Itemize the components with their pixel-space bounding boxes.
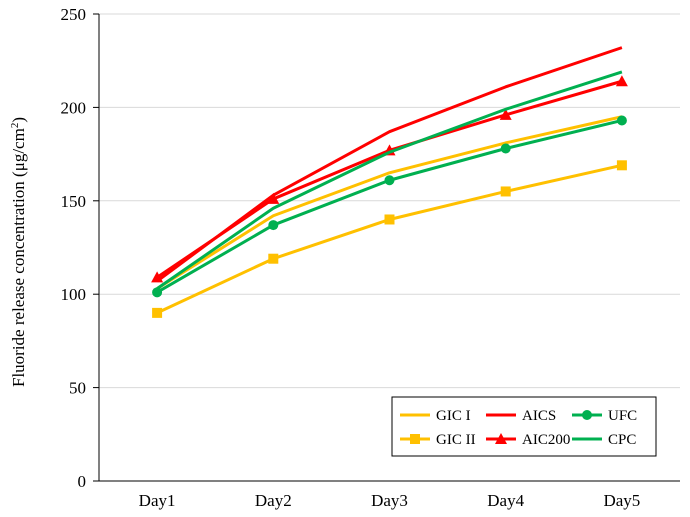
y-tick-label: 250	[61, 5, 87, 24]
y-tick-label: 200	[61, 98, 87, 117]
y-tick-label: 100	[61, 285, 87, 304]
legend-marker-aic200	[495, 433, 507, 444]
x-tick-labels: Day1 Day2 Day3 Day4 Day5	[139, 491, 641, 510]
y-tick-label: 0	[78, 472, 87, 491]
data-point-ufc	[616, 115, 627, 126]
data-point-gic-ii	[500, 186, 511, 197]
data-point-ufc	[268, 220, 279, 231]
series-gic-ii	[152, 160, 627, 318]
series-line-gic-i	[156, 115, 623, 290]
data-point-ufc	[384, 175, 395, 186]
legend-item-cpc: CPC	[572, 432, 636, 448]
legend-label-ufc: UFC	[608, 408, 637, 424]
legend-marker-ufc	[582, 410, 592, 420]
legend-item-gic-i: GIC I	[400, 408, 471, 424]
x-tick-label: Day3	[371, 491, 408, 510]
y-axis-label: Fluoride release concentration (μg/cm2)	[9, 117, 28, 387]
legend-item-gic-ii: GIC II	[400, 432, 476, 448]
legend-label-gic-i: GIC I	[436, 408, 471, 424]
y-tick-label: 150	[61, 192, 87, 211]
legend-label-cpc: CPC	[608, 432, 636, 448]
data-point-gic-ii	[384, 214, 395, 225]
data-point-gic-ii	[268, 253, 279, 264]
grid-lines	[99, 13, 680, 389]
series-group	[151, 46, 628, 318]
data-point-ufc	[152, 287, 163, 298]
series-gic-i	[156, 115, 623, 290]
series-cpc	[156, 70, 623, 290]
x-tick-label: Day2	[255, 491, 292, 510]
legend: GIC I AICS UFC GIC II AIC200 CPC	[391, 396, 657, 457]
legend-item-aic200: AIC200	[486, 432, 570, 448]
data-point-aic200	[615, 75, 628, 87]
x-tick-label: Day5	[603, 491, 640, 510]
axes	[93, 13, 680, 482]
data-point-aic200	[267, 192, 280, 204]
x-tick-label: Day4	[487, 491, 524, 510]
data-point-gic-ii	[616, 160, 627, 171]
data-point-aic200	[499, 108, 512, 120]
data-point-ufc	[500, 143, 511, 154]
data-point-aic200	[151, 271, 164, 283]
legend-box	[391, 396, 657, 457]
y-tick-label: 50	[69, 379, 86, 398]
y-tick-labels: 0 50 100 150 200 250	[61, 5, 87, 491]
legend-label-aic200: AIC200	[522, 432, 570, 448]
legend-item-ufc: UFC	[572, 408, 637, 424]
series-ufc	[152, 115, 627, 298]
legend-item-aics: AICS	[486, 408, 556, 424]
legend-label-aics: AICS	[522, 408, 556, 424]
x-tick-label: Day1	[139, 491, 176, 510]
legend-marker-gic-ii	[410, 434, 420, 444]
series-line-cpc	[156, 70, 623, 290]
data-point-gic-ii	[152, 307, 163, 318]
legend-label-gic-ii: GIC II	[436, 432, 476, 448]
